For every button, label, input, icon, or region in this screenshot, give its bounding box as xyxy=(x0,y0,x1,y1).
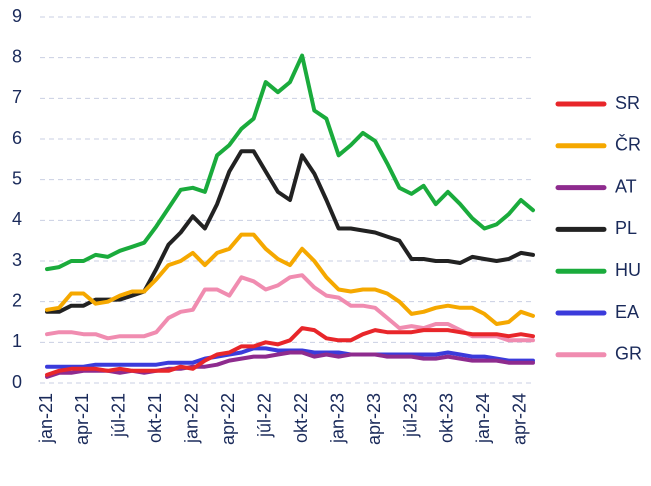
series-line xyxy=(45,53,535,272)
legend-label: GR xyxy=(615,344,642,364)
x-tick-label: okt-22 xyxy=(291,393,311,443)
legend-label: ČR xyxy=(615,134,641,155)
y-tick-label: 5 xyxy=(12,168,22,188)
x-tick-label: apr-22 xyxy=(218,393,238,445)
x-tick-label: okt-23 xyxy=(437,393,457,443)
y-tick-label: 2 xyxy=(12,290,22,310)
legend-label: AT xyxy=(615,176,637,196)
x-tick-label: apr-23 xyxy=(364,393,384,445)
series-line xyxy=(45,149,535,314)
x-tick-label: júl-22 xyxy=(254,393,274,438)
y-tick-label: 6 xyxy=(12,128,22,148)
x-tick-label: júl-21 xyxy=(109,393,129,438)
y-tick-label: 4 xyxy=(12,209,22,229)
series-line xyxy=(45,273,535,343)
y-tick-label: 9 xyxy=(12,6,22,26)
y-tick-label: 7 xyxy=(12,87,22,107)
legend-label: SR xyxy=(615,93,640,113)
x-tick-label: okt-21 xyxy=(145,393,165,443)
x-tick-label: jan-22 xyxy=(182,393,202,444)
legend-label: HU xyxy=(615,260,641,280)
y-tick-label: 8 xyxy=(12,46,22,66)
series-line xyxy=(45,326,535,377)
x-tick-label: jan-21 xyxy=(36,393,56,444)
x-tick-label: apr-24 xyxy=(510,393,530,445)
x-tick-label: júl-23 xyxy=(400,393,420,438)
y-tick-label: 0 xyxy=(12,372,22,392)
x-tick-label: jan-24 xyxy=(473,393,493,444)
y-tick-label: 3 xyxy=(12,250,22,270)
x-tick-label: jan-23 xyxy=(327,393,347,444)
legend-label: PL xyxy=(615,218,637,238)
series-line xyxy=(45,232,535,326)
legend-label: EA xyxy=(615,302,639,322)
x-tick-label: apr-21 xyxy=(72,393,92,445)
y-tick-label: 1 xyxy=(12,331,22,351)
